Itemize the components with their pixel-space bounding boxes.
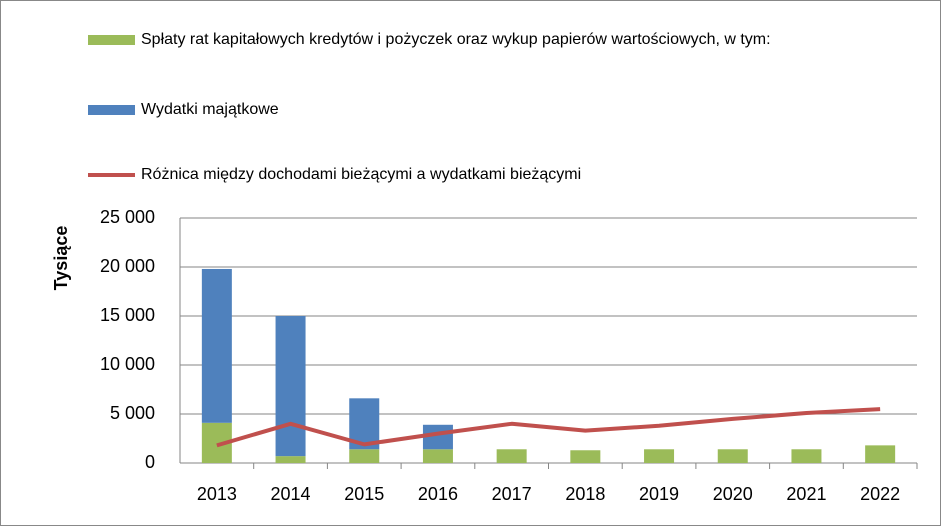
line-series xyxy=(216,407,881,448)
bar xyxy=(275,456,306,463)
bar xyxy=(865,445,896,463)
y-tick-label: 20 000 xyxy=(100,256,155,276)
x-tick-label: 2016 xyxy=(418,484,458,504)
y-tick-label: 5 000 xyxy=(110,403,155,423)
x-tick-label: 2015 xyxy=(344,484,384,504)
x-tick-label: 2020 xyxy=(713,484,753,504)
bar xyxy=(275,316,306,457)
x-tick-label: 2019 xyxy=(639,484,679,504)
bar xyxy=(570,450,601,463)
y-tick-label: 15 000 xyxy=(100,305,155,325)
legend-label: Wydatki majątkowe xyxy=(141,101,279,118)
bar xyxy=(644,449,675,463)
x-tick-label: 2017 xyxy=(492,484,532,504)
x-tick-label: 2013 xyxy=(197,484,237,504)
y-tick-label: 25 000 xyxy=(100,207,155,227)
bar xyxy=(422,449,453,463)
x-tick-label: 2021 xyxy=(786,484,826,504)
legend-label: Różnica między dochodami bieżącymi a wyd… xyxy=(141,166,582,183)
bar xyxy=(496,449,527,463)
y-tick-label: 0 xyxy=(145,452,155,472)
bar xyxy=(349,449,380,463)
x-tick-label: 2014 xyxy=(271,484,311,504)
legend-label: Spłaty rat kapitałowych kredytów i pożyc… xyxy=(141,31,771,48)
y-axis-label: Tysiące xyxy=(51,226,71,291)
bar xyxy=(717,449,748,463)
x-tick-label: 2022 xyxy=(860,484,900,504)
bar xyxy=(201,268,232,423)
legend-swatch xyxy=(88,105,135,115)
bar xyxy=(791,449,822,463)
x-tick-label: 2018 xyxy=(565,484,605,504)
legend-swatch xyxy=(88,35,135,45)
y-tick-label: 10 000 xyxy=(100,354,155,374)
